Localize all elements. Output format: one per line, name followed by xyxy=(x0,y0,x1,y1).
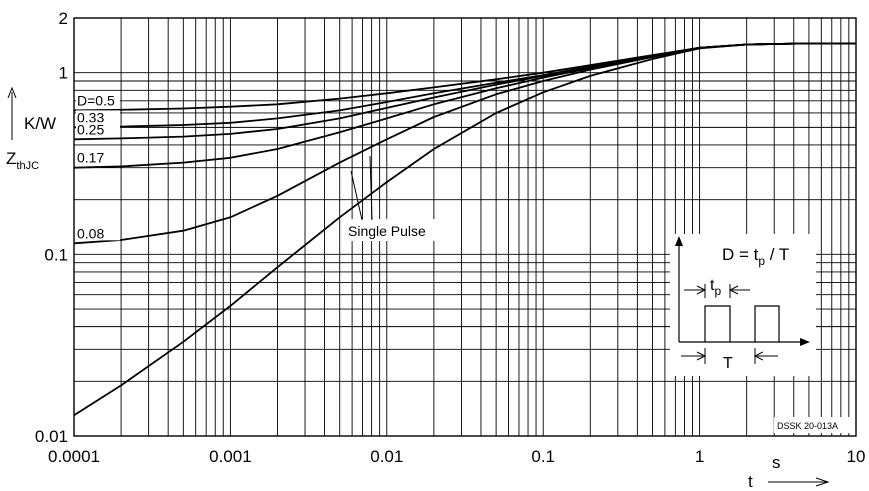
x-tick-label: 1 xyxy=(695,447,704,466)
y-tick-label: 0.01 xyxy=(35,427,68,446)
y-tick-label: 1 xyxy=(59,64,68,83)
series-line xyxy=(73,42,856,129)
document-code: DSSK 20-013A xyxy=(777,421,838,431)
series-label: 0.33 xyxy=(77,109,104,125)
series-label-bg xyxy=(76,122,120,137)
x-axis-arrow-head xyxy=(815,477,830,487)
series-line xyxy=(73,42,856,417)
y-axis-label: K/W ZthJC xyxy=(6,86,56,172)
x-tick-label: 10 xyxy=(847,447,866,466)
y-tick-labels: 0.01 0.1 1 2 xyxy=(35,9,68,446)
series-line xyxy=(73,42,856,245)
document-code-box: DSSK 20-013A xyxy=(774,417,854,433)
inset-vertical-arrow xyxy=(675,236,683,246)
x-axis-unit: s xyxy=(772,453,781,472)
series-label-bg xyxy=(76,226,120,241)
inset-period-arrow-right-head xyxy=(753,351,764,361)
inset-pulse-1 xyxy=(704,305,731,342)
inset-tp-label: tp xyxy=(710,277,721,298)
plot-frame xyxy=(73,17,857,437)
x-axis-symbol: t xyxy=(748,472,753,491)
document-code-bg xyxy=(774,417,854,433)
single-pulse-annotation: Single Pulse xyxy=(345,155,437,241)
series-label: 0.08 xyxy=(77,225,104,241)
series-label: 0.17 xyxy=(77,150,104,166)
single-pulse-label: Single Pulse xyxy=(348,223,426,239)
series-label: 0.25 xyxy=(77,121,104,137)
series-label-bg xyxy=(76,93,120,108)
x-tick-label: 0.0001 xyxy=(48,447,100,466)
inset-period-label: T xyxy=(723,355,733,372)
inset-formula: D = tp / T xyxy=(722,245,789,268)
duty-cycle-inset: D = tp / T tp T xyxy=(670,234,816,376)
y-axis-unit: K/W xyxy=(24,114,56,133)
single-pulse-leader-1 xyxy=(350,170,363,221)
x-tick-label: 0.1 xyxy=(531,447,555,466)
inset-pulse-2 xyxy=(754,305,780,342)
series-line xyxy=(73,42,856,112)
x-tick-labels: 0.0001 0.001 0.01 0.1 1 10 xyxy=(48,447,865,466)
series-label: D=0.5 xyxy=(77,92,115,108)
y-axis-arrow-head xyxy=(7,86,17,99)
y-tick-label: 0.1 xyxy=(44,245,68,264)
inset-horizontal-arrow xyxy=(800,338,810,346)
series-layer: D=0.50.330.25 0.17 0.08 xyxy=(73,42,856,417)
inset-background xyxy=(670,234,816,376)
series-label-bg xyxy=(76,150,120,165)
inset-tp-arrow-left-head xyxy=(696,285,707,295)
inset-tp-arrow-right-head xyxy=(728,285,739,295)
single-pulse-leader-2 xyxy=(369,155,373,221)
y-axis-symbol: ZthJC xyxy=(6,149,39,172)
x-tick-label: 0.001 xyxy=(209,447,252,466)
y-tick-label: 2 xyxy=(59,9,68,28)
single-pulse-label-bg xyxy=(345,219,437,241)
x-axis-label: s t xyxy=(748,453,830,491)
x-tick-label: 0.01 xyxy=(370,447,403,466)
inset-period-arrow-left-head xyxy=(696,351,707,361)
series-label-bg xyxy=(76,110,120,125)
